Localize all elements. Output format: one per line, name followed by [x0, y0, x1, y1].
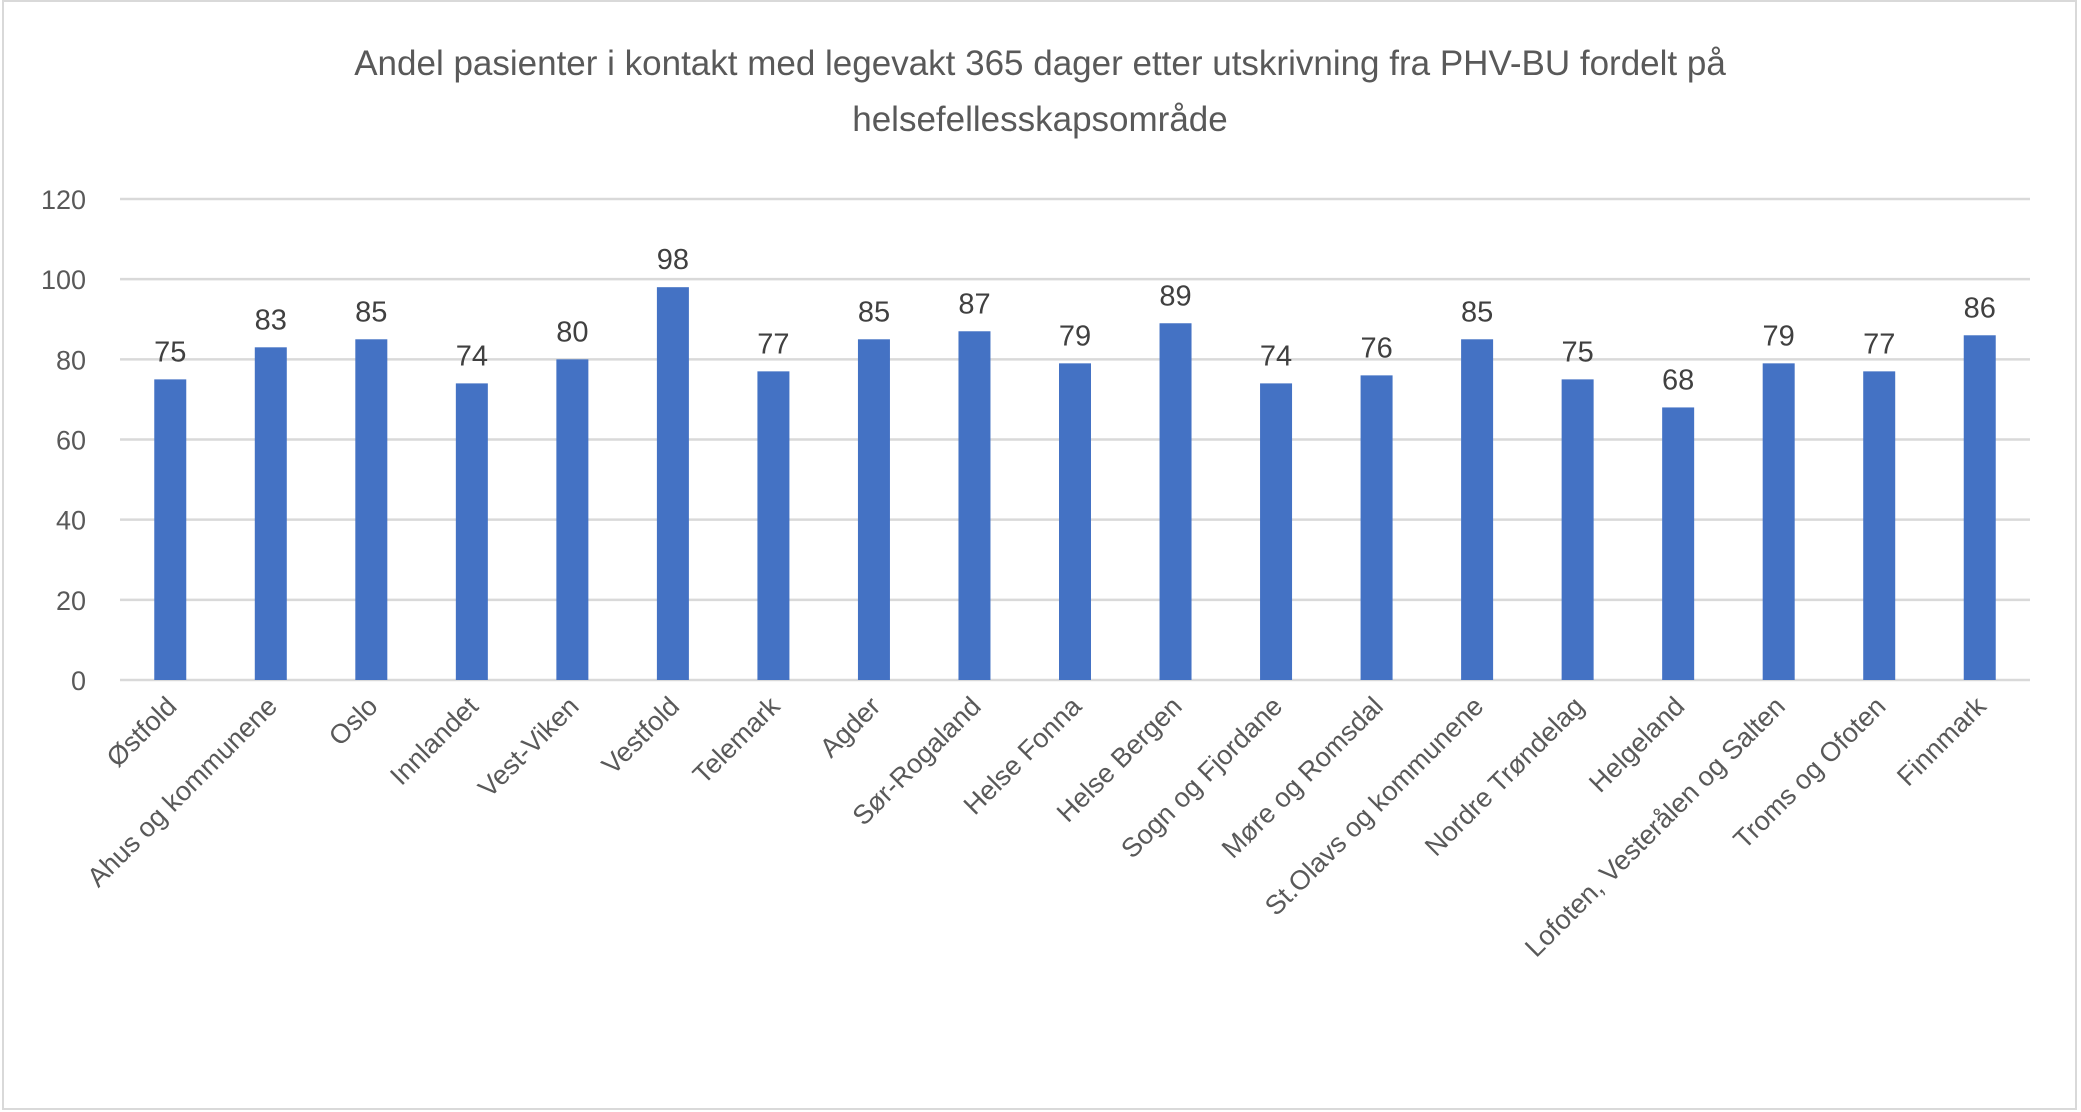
chart-title-line-2: helsefellesskapsområde — [852, 100, 1227, 139]
bar — [1762, 363, 1795, 680]
bar — [958, 331, 991, 680]
x-category-label: Telemark — [687, 691, 786, 790]
data-label: 85 — [355, 296, 387, 328]
data-label: 77 — [757, 328, 789, 360]
x-category-label: Innlandet — [384, 691, 484, 791]
data-label: 98 — [657, 244, 689, 276]
data-label: 76 — [1360, 332, 1392, 364]
bar — [154, 379, 187, 680]
y-tick-label: 100 — [41, 265, 86, 295]
data-label: 79 — [1763, 320, 1795, 352]
data-label: 75 — [154, 336, 186, 368]
data-label: 83 — [255, 304, 287, 336]
x-category-label: Finnmark — [1891, 691, 1992, 792]
data-label: 68 — [1662, 364, 1694, 396]
bar — [757, 371, 790, 680]
data-label: 85 — [1461, 296, 1493, 328]
bar — [1963, 335, 1996, 680]
y-tick-label: 20 — [56, 586, 86, 616]
data-label: 89 — [1159, 280, 1191, 312]
bar — [1360, 375, 1393, 680]
x-category-label: Ahus og kommunene — [81, 691, 283, 893]
data-label: 80 — [556, 316, 588, 348]
bar — [455, 383, 488, 680]
data-label: 74 — [1260, 340, 1292, 372]
bar — [656, 287, 689, 680]
data-label: 87 — [958, 288, 990, 320]
bar — [1662, 407, 1695, 680]
data-label: 85 — [858, 296, 890, 328]
bar — [556, 359, 589, 680]
data-label: 86 — [1964, 292, 1996, 324]
chart-title-line-1: Andel pasienter i kontakt med legevakt 3… — [354, 44, 1726, 83]
data-label: 75 — [1561, 336, 1593, 368]
bar — [1461, 339, 1494, 680]
y-tick-label: 80 — [56, 345, 86, 375]
bar — [1561, 379, 1594, 680]
x-category-label: Oslo — [323, 691, 383, 751]
data-label: 79 — [1059, 320, 1091, 352]
bar — [355, 339, 388, 680]
data-label: 74 — [456, 340, 488, 372]
x-category-label: Helgeland — [1583, 691, 1690, 798]
bar — [857, 339, 890, 680]
x-category-label: Vest-Viken — [472, 691, 584, 803]
bar — [1059, 363, 1091, 680]
y-tick-label: 60 — [56, 426, 86, 456]
bar — [254, 347, 287, 680]
y-tick-label: 0 — [71, 666, 86, 696]
y-tick-label: 40 — [56, 506, 86, 536]
bar — [1159, 323, 1192, 680]
bar — [1260, 383, 1293, 680]
x-category-label: Agder — [814, 691, 886, 763]
x-category-label: Vestfold — [596, 691, 685, 780]
x-category-label: Østfold — [101, 691, 183, 773]
bar — [1863, 371, 1896, 680]
y-tick-label: 120 — [41, 185, 86, 215]
data-label: 77 — [1863, 328, 1895, 360]
